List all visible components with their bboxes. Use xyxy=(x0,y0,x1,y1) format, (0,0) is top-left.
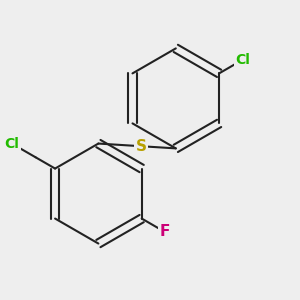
Text: S: S xyxy=(136,139,146,154)
Text: Cl: Cl xyxy=(4,136,19,151)
Text: Cl: Cl xyxy=(236,53,250,67)
Text: F: F xyxy=(160,224,170,239)
